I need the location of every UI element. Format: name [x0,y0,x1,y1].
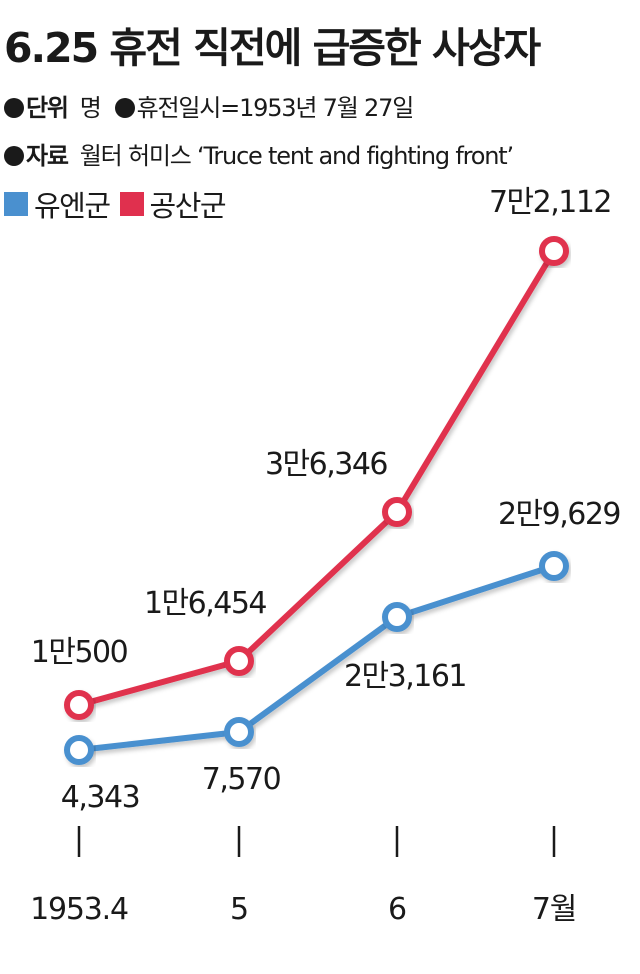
series-line-un [76,563,557,753]
bullet-icon [4,146,24,166]
series-line-communist [76,248,557,708]
legend: 유엔군 공산군 [4,183,235,225]
meta-source-row: 자료 월터 허미스 ‘Truce tent and fighting front’ [4,136,514,171]
data-point-un [224,717,254,747]
data-point-communist [224,646,254,676]
data-label-communist: 3만6,346 [265,447,387,482]
data-point-communist [64,690,94,720]
data-label-communist: 7만2,112 [489,185,611,220]
unit-value: 명 [79,94,102,122]
meta-unit-row: 단위 명 휴전일시=1953년 7월 27일 [4,88,415,123]
chart-title: 6.25 휴전 직전에 급증한 사상자 [4,24,541,72]
data-point-un [382,602,412,632]
bullet-icon [114,98,135,118]
bullet-icon [4,98,24,118]
data-label-communist: 1만6,454 [144,586,266,621]
armistice-date: 휴전일시=1953년 7월 27일 [136,94,415,122]
legend-label-communist: 공산군 [149,189,227,223]
legend-label-un: 유엔군 [34,189,111,223]
data-label-un: 2만9,629 [498,497,620,532]
legend-swatch-un [4,192,28,216]
data-point-un [64,735,94,765]
unit-key: 단위 [26,94,69,122]
data-label-communist: 1만500 [31,635,128,670]
x-tick-label: 1953.4 [30,892,128,927]
legend-swatch-communist [119,192,144,216]
data-point-communist [539,236,569,266]
x-tick-label: 6 [388,892,406,927]
data-label-un: 4,343 [61,780,139,815]
x-tick-label: 7월 [532,892,576,927]
data-point-un [539,551,569,581]
data-point-communist [382,497,412,527]
source-value: 월터 허미스 ‘Truce tent and fighting front’ [79,142,514,170]
x-tick-label: 5 [230,892,248,927]
legend-item-un: 유엔군 [4,183,111,225]
source-key: 자료 [26,142,69,170]
data-label-un: 7,570 [202,762,281,797]
legend-item-communist: 공산군 [119,183,227,225]
data-label-un: 2만3,161 [344,659,466,694]
